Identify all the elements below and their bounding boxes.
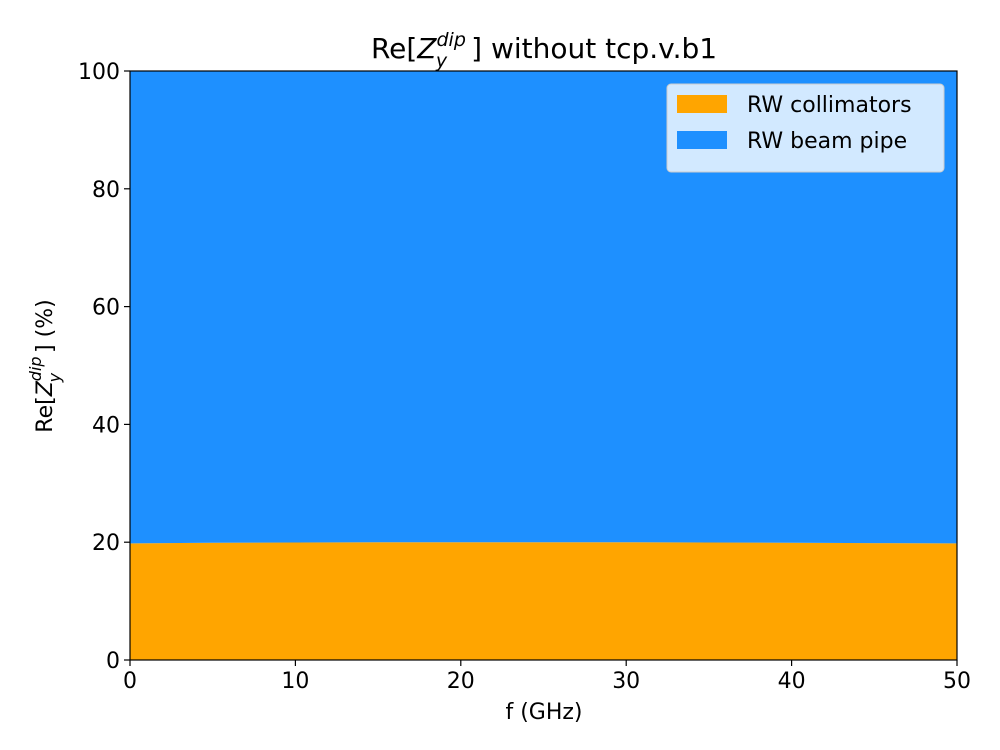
axes-frame [129, 70, 958, 661]
y-axis-label: Re[Zdipy ] (%) [26, 299, 64, 432]
x-tick-label: 40 [778, 669, 806, 694]
legend-label-rw-collimators: RW collimators [747, 93, 912, 118]
legend-swatch-rw-collimators [677, 95, 727, 113]
y-tick-label: 20 [92, 531, 120, 556]
y-tick-label: 100 [78, 60, 120, 85]
ylabel-subscript: y [45, 372, 64, 383]
x-tick-label: 30 [612, 669, 640, 694]
title-suffix: ] without tcp.v.b1 [471, 32, 717, 65]
y-tick-label: 0 [106, 649, 120, 674]
area-rw-beam-pipe [130, 71, 957, 544]
chart-title: Re[Zdip y ] without tcp.v.b1 [371, 29, 717, 72]
legend-swatch-rw-beam-pipe [677, 131, 727, 149]
y-tick-label: 40 [92, 413, 120, 438]
legend-label-rw-beam-pipe: RW beam pipe [747, 129, 907, 154]
plot-area [130, 71, 957, 660]
x-axis-label: f (GHz) [505, 700, 582, 725]
legend: RW collimators RW beam pipe [666, 83, 945, 173]
ylabel-suffix: ] (%) [33, 299, 58, 353]
x-tick-label: 0 [123, 669, 137, 694]
legend-box [666, 83, 945, 173]
x-tick-label: 50 [943, 669, 971, 694]
x-tick-label: 10 [281, 669, 309, 694]
title-superscript: dip [436, 29, 465, 51]
title-symbol: Z [416, 32, 437, 65]
y-tick-label: 60 [92, 296, 120, 321]
ylabel-prefix: Re[ [33, 396, 58, 432]
area-rw-collimators [130, 542, 957, 660]
ylabel-symbol: Z [33, 380, 58, 397]
title-subscript: y [435, 50, 448, 72]
title-prefix: Re[ [371, 32, 417, 65]
y-tick-label: 80 [92, 178, 120, 203]
ylabel-superscript: dip [26, 356, 45, 381]
x-tick-label: 20 [447, 669, 475, 694]
